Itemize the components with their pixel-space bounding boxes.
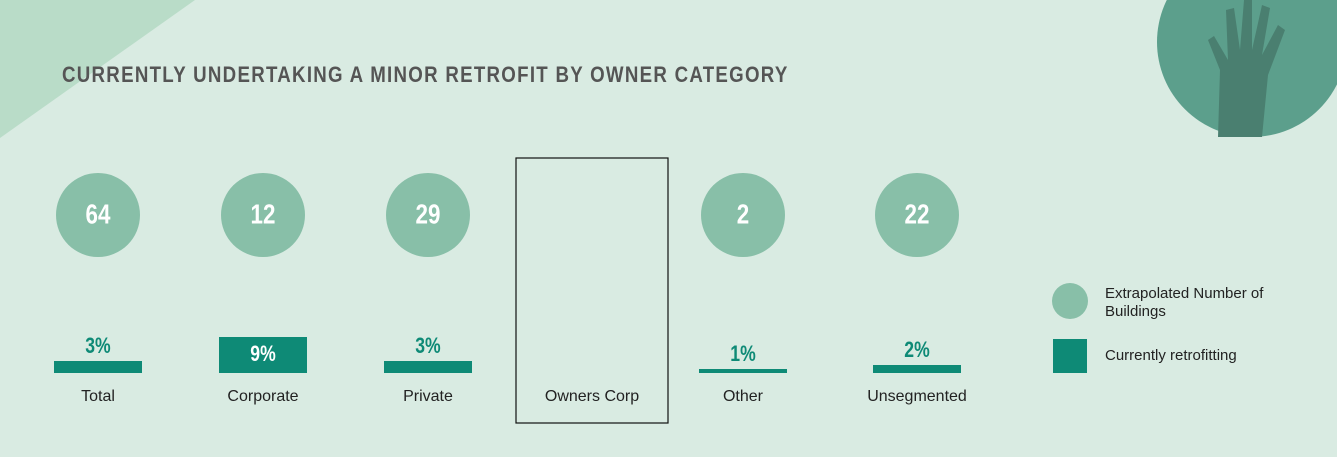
x-tick-label: Unsegmented <box>867 388 967 405</box>
x-tick-label: Owners Corp <box>545 388 639 405</box>
bar <box>384 361 472 373</box>
count-label: 64 <box>86 199 111 230</box>
chart: CURRENTLY UNDERTAKING A MINOR RETROFIT B… <box>0 0 1337 457</box>
count-label: 12 <box>251 199 276 230</box>
legend-swatch <box>1053 339 1087 373</box>
value-label: 9% <box>250 342 276 366</box>
x-tick-label: Total <box>81 388 115 405</box>
chart-canvas: CURRENTLY UNDERTAKING A MINOR RETROFIT B… <box>0 0 1337 457</box>
count-label: 22 <box>905 199 930 230</box>
count-label: 29 <box>416 199 441 230</box>
count-label: 2 <box>737 199 749 230</box>
highlight-box <box>516 158 668 423</box>
bar <box>699 369 787 373</box>
bar <box>873 365 961 373</box>
bar <box>54 361 142 373</box>
x-tick-label: Corporate <box>227 388 298 405</box>
legend-label: Extrapolated Number of Buildings <box>1105 285 1305 321</box>
legend-label: Currently retrofitting <box>1105 347 1305 365</box>
value-label: 3% <box>415 334 441 358</box>
x-tick-label: Private <box>403 388 453 405</box>
chart-title: CURRENTLY UNDERTAKING A MINOR RETROFIT B… <box>62 63 789 87</box>
value-label: 2% <box>904 338 930 362</box>
legend-swatch <box>1052 283 1088 319</box>
value-label: 3% <box>85 334 111 358</box>
x-tick-label: Other <box>723 388 764 405</box>
value-label: 1% <box>730 342 756 366</box>
